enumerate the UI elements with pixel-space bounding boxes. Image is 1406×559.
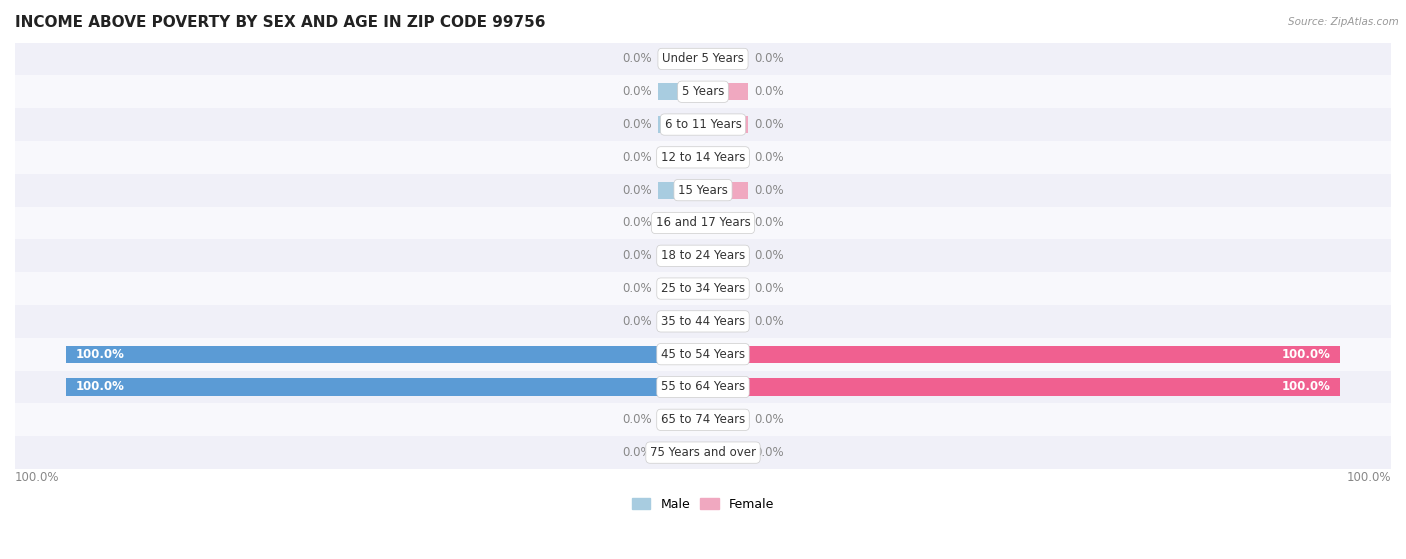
Text: 0.0%: 0.0% xyxy=(754,216,783,229)
Bar xyxy=(703,83,748,100)
Text: 0.0%: 0.0% xyxy=(623,151,652,164)
Bar xyxy=(658,149,703,166)
Bar xyxy=(3,305,1403,338)
Bar xyxy=(3,108,1403,141)
Bar xyxy=(3,239,1403,272)
Text: 15 Years: 15 Years xyxy=(678,184,728,197)
Bar xyxy=(658,411,703,428)
Bar xyxy=(703,280,748,297)
Text: 0.0%: 0.0% xyxy=(754,282,783,295)
Bar xyxy=(3,338,1403,371)
Bar xyxy=(703,182,748,198)
Text: 0.0%: 0.0% xyxy=(623,413,652,427)
Text: 0.0%: 0.0% xyxy=(623,249,652,262)
Bar xyxy=(658,280,703,297)
Text: 25 to 34 Years: 25 to 34 Years xyxy=(661,282,745,295)
Text: 0.0%: 0.0% xyxy=(754,249,783,262)
Text: 0.0%: 0.0% xyxy=(623,184,652,197)
Text: 100.0%: 100.0% xyxy=(1282,381,1330,394)
Bar xyxy=(658,83,703,100)
Bar xyxy=(3,207,1403,239)
Text: 0.0%: 0.0% xyxy=(754,315,783,328)
Text: 0.0%: 0.0% xyxy=(754,151,783,164)
Bar xyxy=(658,50,703,68)
Text: 18 to 24 Years: 18 to 24 Years xyxy=(661,249,745,262)
Bar xyxy=(658,247,703,264)
Text: 100.0%: 100.0% xyxy=(1347,471,1391,484)
Bar xyxy=(703,116,748,133)
Bar xyxy=(3,141,1403,174)
Bar xyxy=(703,149,748,166)
Bar xyxy=(703,411,748,428)
Text: Source: ZipAtlas.com: Source: ZipAtlas.com xyxy=(1288,17,1399,27)
Text: 100.0%: 100.0% xyxy=(15,471,59,484)
Bar xyxy=(3,272,1403,305)
Bar xyxy=(658,182,703,198)
Bar xyxy=(66,345,703,363)
Legend: Male, Female: Male, Female xyxy=(627,493,779,516)
Text: 0.0%: 0.0% xyxy=(623,118,652,131)
Text: 16 and 17 Years: 16 and 17 Years xyxy=(655,216,751,229)
Bar xyxy=(3,174,1403,207)
Text: 6 to 11 Years: 6 to 11 Years xyxy=(665,118,741,131)
Text: 0.0%: 0.0% xyxy=(623,53,652,65)
Text: 0.0%: 0.0% xyxy=(754,413,783,427)
Text: 0.0%: 0.0% xyxy=(623,216,652,229)
Text: 12 to 14 Years: 12 to 14 Years xyxy=(661,151,745,164)
Text: 100.0%: 100.0% xyxy=(76,381,124,394)
Bar xyxy=(658,444,703,461)
Bar xyxy=(658,215,703,231)
Text: 100.0%: 100.0% xyxy=(1282,348,1330,361)
Bar xyxy=(3,371,1403,404)
Bar xyxy=(3,436,1403,469)
Text: 35 to 44 Years: 35 to 44 Years xyxy=(661,315,745,328)
Bar xyxy=(658,313,703,330)
Text: 100.0%: 100.0% xyxy=(76,348,124,361)
Bar xyxy=(658,116,703,133)
Text: 5 Years: 5 Years xyxy=(682,85,724,98)
Text: 0.0%: 0.0% xyxy=(754,118,783,131)
Bar xyxy=(703,215,748,231)
Bar xyxy=(3,75,1403,108)
Text: INCOME ABOVE POVERTY BY SEX AND AGE IN ZIP CODE 99756: INCOME ABOVE POVERTY BY SEX AND AGE IN Z… xyxy=(15,15,546,30)
Text: 0.0%: 0.0% xyxy=(754,446,783,459)
Text: Under 5 Years: Under 5 Years xyxy=(662,53,744,65)
Bar xyxy=(703,313,748,330)
Text: 75 Years and over: 75 Years and over xyxy=(650,446,756,459)
Text: 0.0%: 0.0% xyxy=(623,85,652,98)
Text: 0.0%: 0.0% xyxy=(754,184,783,197)
Bar xyxy=(703,50,748,68)
Text: 0.0%: 0.0% xyxy=(754,53,783,65)
Text: 0.0%: 0.0% xyxy=(623,446,652,459)
Bar xyxy=(66,378,703,396)
Text: 0.0%: 0.0% xyxy=(623,282,652,295)
Bar xyxy=(3,42,1403,75)
Bar xyxy=(3,404,1403,436)
Text: 0.0%: 0.0% xyxy=(623,315,652,328)
Text: 0.0%: 0.0% xyxy=(754,85,783,98)
Text: 55 to 64 Years: 55 to 64 Years xyxy=(661,381,745,394)
Bar xyxy=(703,247,748,264)
Bar xyxy=(703,378,1340,396)
Text: 45 to 54 Years: 45 to 54 Years xyxy=(661,348,745,361)
Bar xyxy=(703,345,1340,363)
Bar xyxy=(703,444,748,461)
Text: 65 to 74 Years: 65 to 74 Years xyxy=(661,413,745,427)
